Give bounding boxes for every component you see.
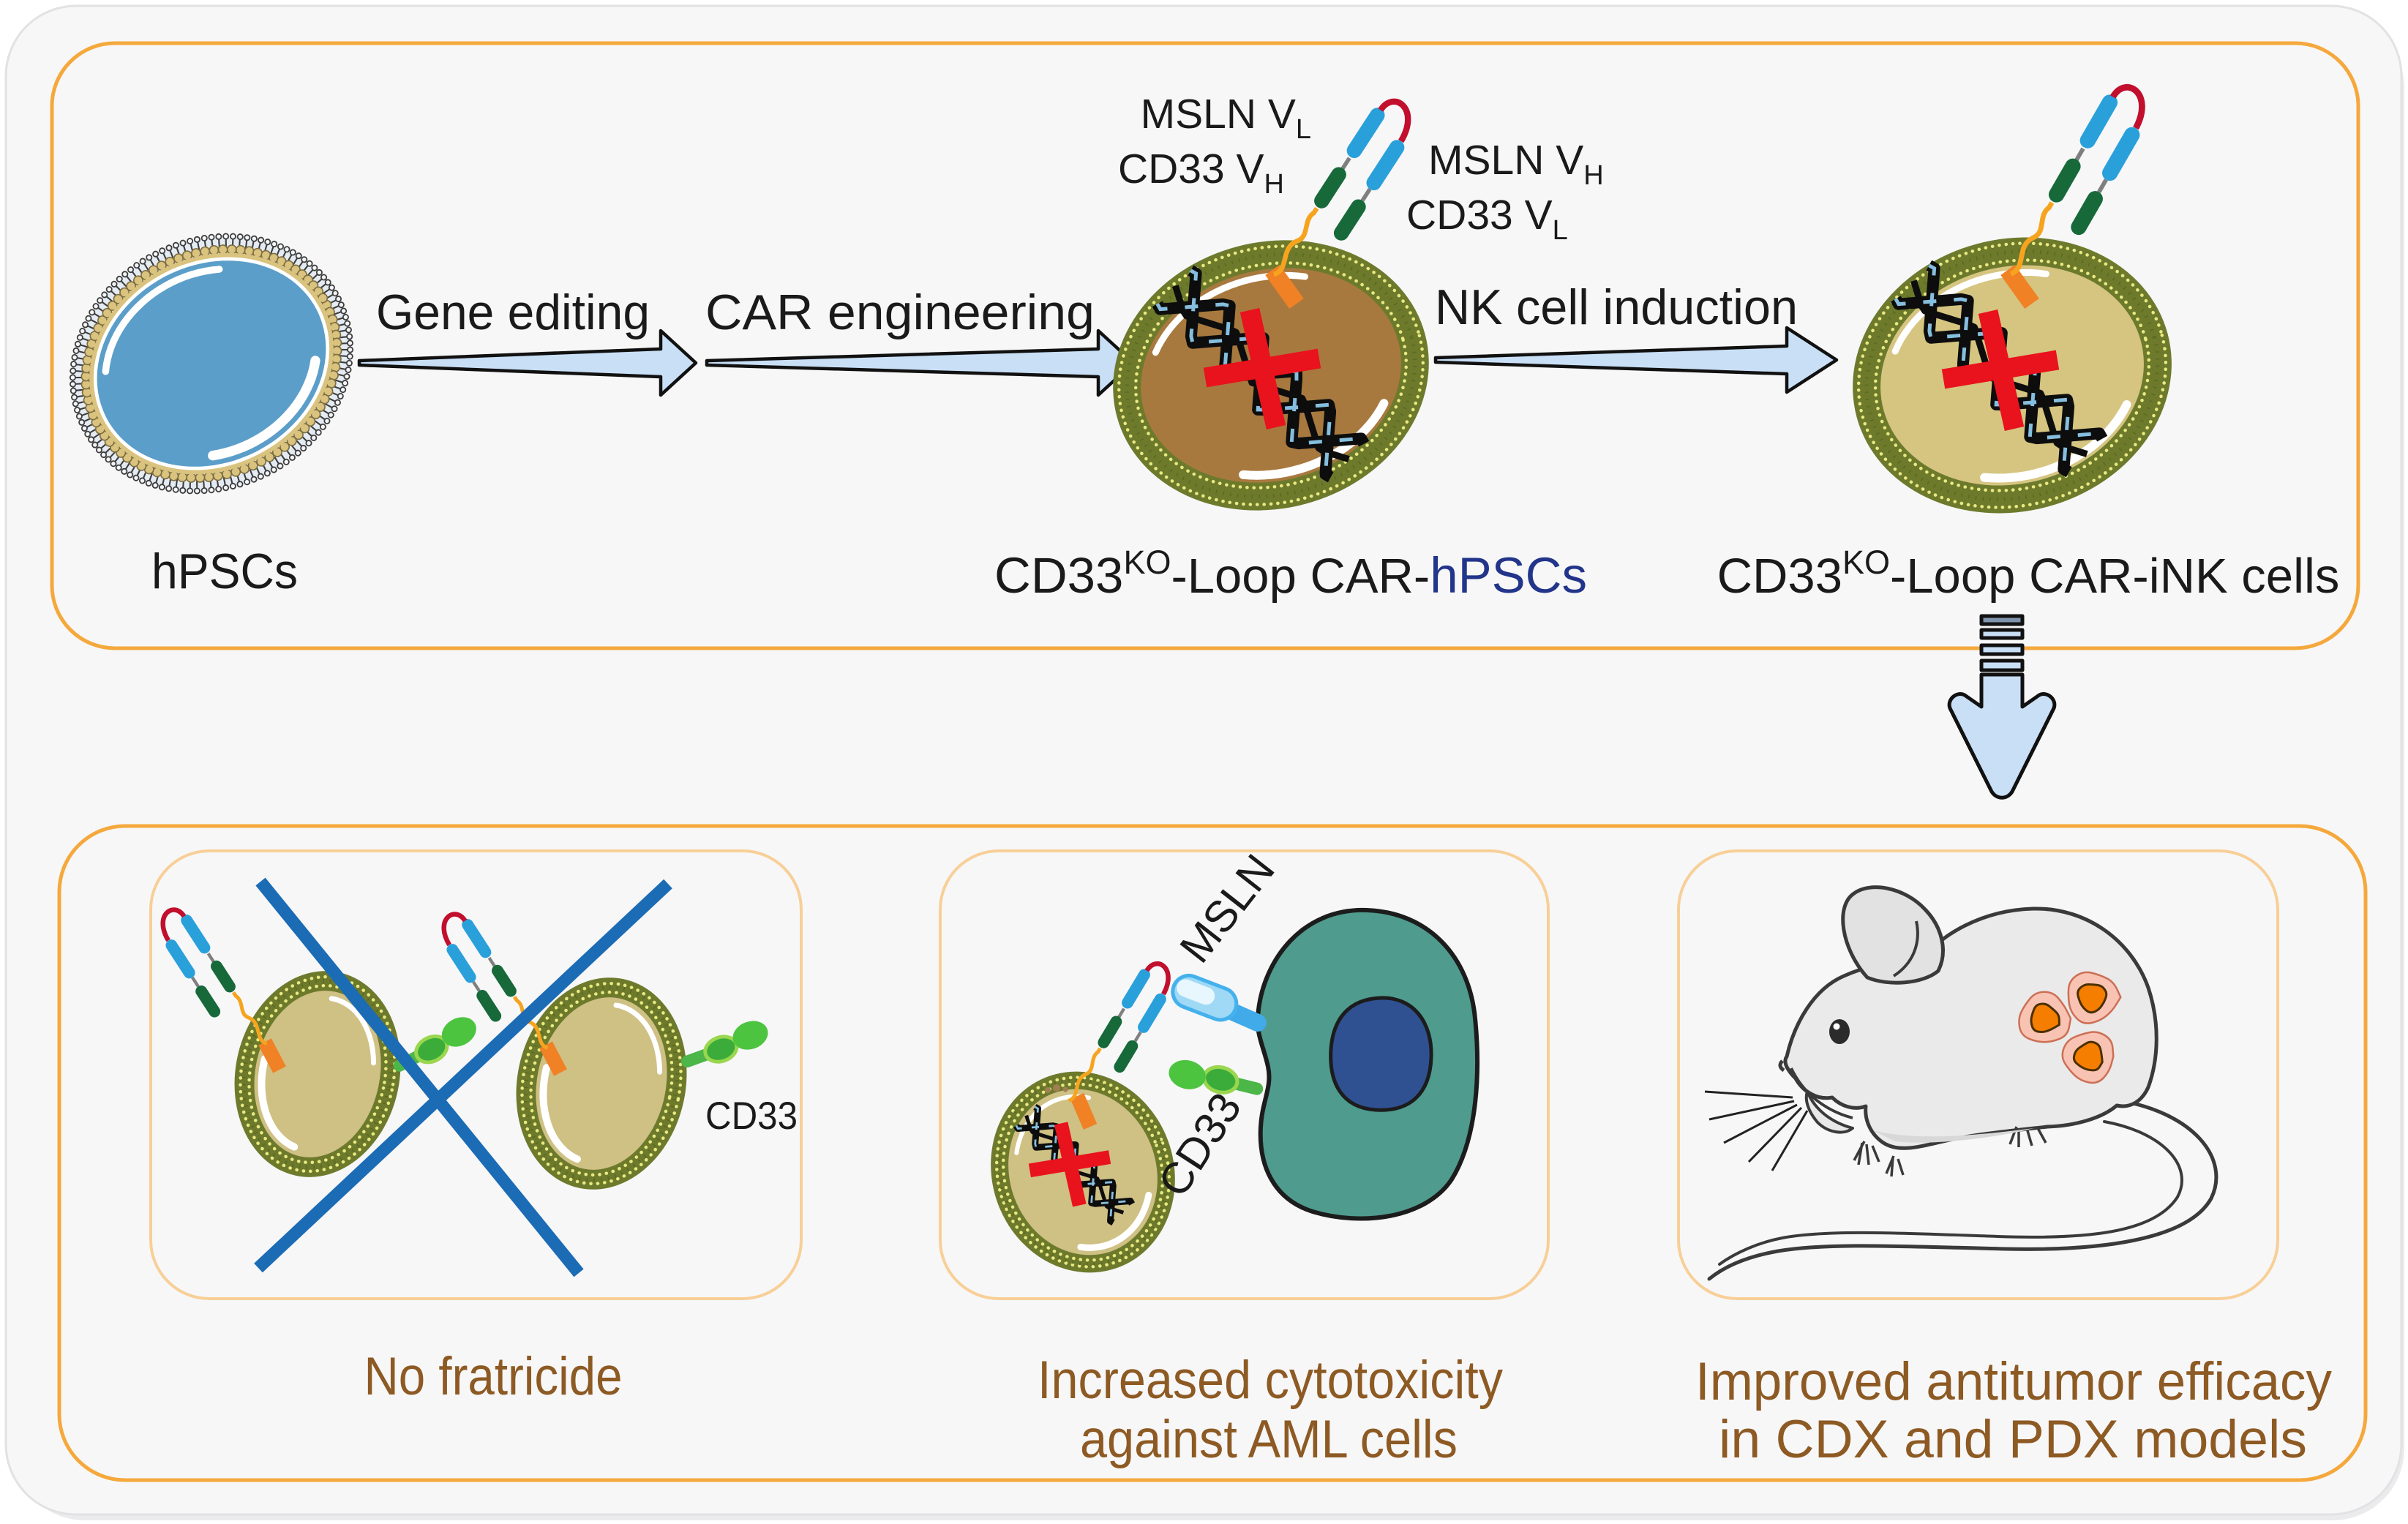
svg-text:CD33 VL: CD33 VL	[1406, 192, 1568, 246]
svg-text:MSLN VL: MSLN VL	[1141, 91, 1311, 145]
svg-text:Gene editing: Gene editing	[376, 285, 650, 340]
svg-text:Improved antitumor efficacy: Improved antitumor efficacy	[1695, 1352, 2332, 1411]
svg-text:CD33 VH: CD33 VH	[1118, 146, 1284, 200]
svg-text:CD33KO-Loop CAR-iNK cells: CD33KO-Loop CAR-iNK cells	[1717, 544, 2340, 604]
svg-text:hPSCs: hPSCs	[151, 544, 298, 599]
svg-text:NK cell induction: NK cell induction	[1435, 279, 1798, 335]
svg-text:MSLN VH: MSLN VH	[1428, 137, 1604, 191]
svg-text:CD33KO-Loop CAR-hPSCs: CD33KO-Loop CAR-hPSCs	[994, 544, 1587, 604]
svg-text:Increased cytotoxicity: Increased cytotoxicity	[1038, 1351, 1503, 1410]
svg-text:No fratricide: No fratricide	[364, 1347, 623, 1406]
svg-text:CD33: CD33	[705, 1095, 798, 1138]
svg-text:against AML cells: against AML cells	[1080, 1410, 1458, 1469]
svg-text:in CDX and PDX models: in CDX and PDX models	[1719, 1410, 2307, 1469]
svg-text:CAR engineering: CAR engineering	[705, 285, 1095, 340]
